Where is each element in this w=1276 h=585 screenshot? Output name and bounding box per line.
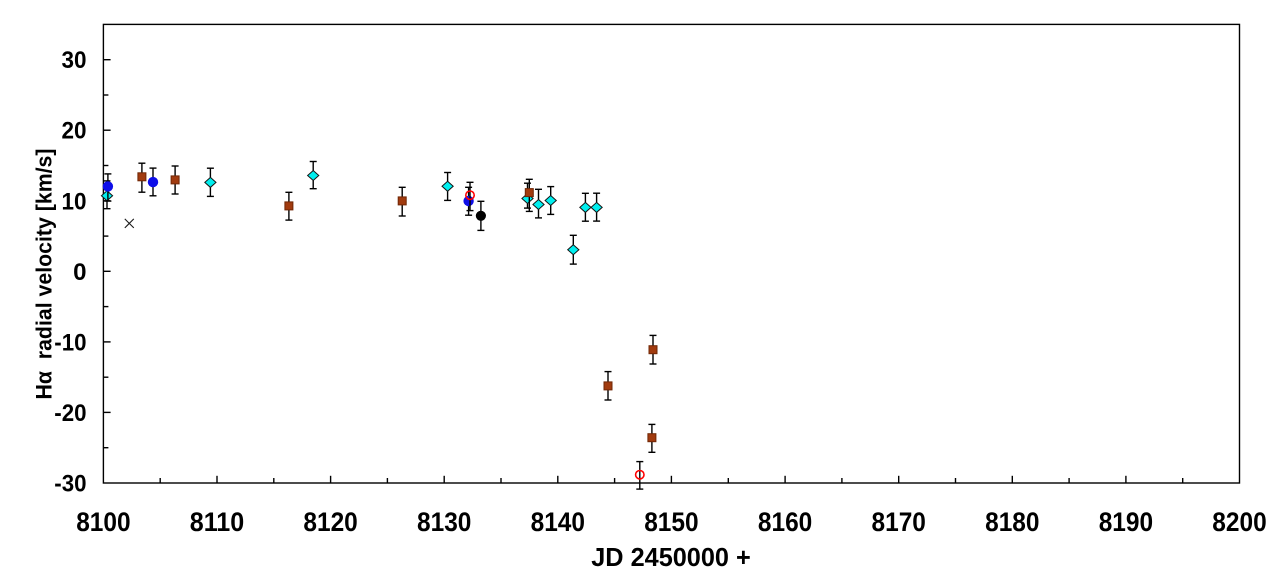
svg-text:-30: -30 xyxy=(54,471,86,498)
svg-text:8160: 8160 xyxy=(758,507,812,537)
svg-text:8130: 8130 xyxy=(417,507,471,537)
svg-text:0: 0 xyxy=(73,259,86,286)
svg-text:30: 30 xyxy=(62,47,87,74)
svg-text:8200: 8200 xyxy=(1212,507,1266,537)
svg-text:JD 2450000 +: JD 2450000 + xyxy=(591,542,751,572)
svg-text:10: 10 xyxy=(62,188,87,215)
svg-text:8110: 8110 xyxy=(190,507,244,537)
svg-text:8150: 8150 xyxy=(644,507,698,537)
svg-text:8100: 8100 xyxy=(76,507,130,537)
svg-text:8180: 8180 xyxy=(985,507,1039,537)
svg-text:8120: 8120 xyxy=(303,507,357,537)
svg-text:Hα radial velocity [km/s]: Hα radial velocity [km/s] xyxy=(32,149,57,400)
svg-text:8170: 8170 xyxy=(872,507,926,537)
svg-text:-10: -10 xyxy=(54,329,86,356)
svg-text:20: 20 xyxy=(62,118,87,145)
svg-text:8140: 8140 xyxy=(531,507,585,537)
svg-text:-20: -20 xyxy=(54,400,86,427)
svg-text:8190: 8190 xyxy=(1099,507,1153,537)
